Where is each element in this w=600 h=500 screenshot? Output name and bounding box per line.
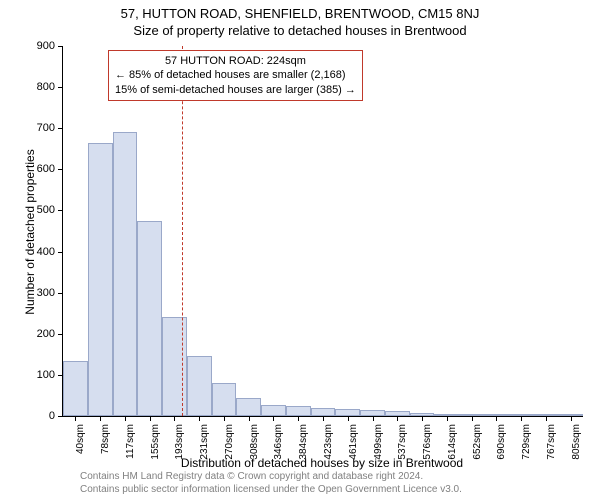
x-tick-mark	[249, 416, 250, 421]
y-tick-mark	[58, 416, 63, 417]
page-title: 57, HUTTON ROAD, SHENFIELD, BRENTWOOD, C…	[0, 0, 600, 21]
x-tick-mark	[373, 416, 374, 421]
histogram-bar	[113, 132, 138, 416]
callout-line-2: ← 85% of detached houses are smaller (2,…	[115, 68, 356, 82]
x-axis-label: Distribution of detached houses by size …	[62, 456, 582, 470]
plot-area: 57 HUTTON ROAD: 224sqm ← 85% of detached…	[62, 46, 583, 417]
reference-line	[182, 46, 183, 416]
footer-text: Contains HM Land Registry data © Crown c…	[80, 470, 462, 496]
y-tick-label: 100	[25, 369, 55, 381]
x-tick-mark	[571, 416, 572, 421]
callout-box: 57 HUTTON ROAD: 224sqm ← 85% of detached…	[108, 50, 363, 101]
y-tick-label: 0	[25, 410, 55, 422]
y-tick-mark	[58, 293, 63, 294]
callout-line-3: 15% of semi-detached houses are larger (…	[115, 83, 356, 97]
footer-line-2: Contains public sector information licen…	[80, 483, 462, 496]
x-tick-mark	[397, 416, 398, 421]
x-tick-mark	[75, 416, 76, 421]
x-tick-mark	[447, 416, 448, 421]
chart-container: 57, HUTTON ROAD, SHENFIELD, BRENTWOOD, C…	[0, 0, 600, 500]
y-tick-label: 800	[25, 81, 55, 93]
callout-line-1: 57 HUTTON ROAD: 224sqm	[115, 54, 356, 68]
histogram-bar	[311, 408, 336, 416]
histogram-bar	[261, 405, 286, 417]
x-tick-mark	[323, 416, 324, 421]
x-tick-mark	[298, 416, 299, 421]
y-tick-mark	[58, 87, 63, 88]
y-tick-mark	[58, 375, 63, 376]
footer-line-1: Contains HM Land Registry data © Crown c…	[80, 470, 462, 483]
y-tick-mark	[58, 334, 63, 335]
histogram-bar	[63, 361, 88, 417]
x-tick-mark	[174, 416, 175, 421]
y-tick-mark	[58, 128, 63, 129]
y-tick-label: 900	[25, 40, 55, 52]
histogram-bar	[88, 143, 113, 416]
x-tick-mark	[199, 416, 200, 421]
x-tick-mark	[224, 416, 225, 421]
histogram-bar	[212, 383, 237, 416]
y-tick-mark	[58, 169, 63, 170]
x-tick-mark	[150, 416, 151, 421]
y-tick-mark	[58, 210, 63, 211]
x-tick-mark	[100, 416, 101, 421]
x-tick-mark	[472, 416, 473, 421]
x-tick-mark	[125, 416, 126, 421]
histogram-bar	[335, 409, 360, 416]
x-tick-mark	[496, 416, 497, 421]
x-tick-mark	[273, 416, 274, 421]
y-tick-mark	[58, 252, 63, 253]
page-subtitle: Size of property relative to detached ho…	[0, 21, 600, 38]
y-axis-label: Number of detached properties	[23, 132, 37, 332]
x-tick-mark	[422, 416, 423, 421]
x-tick-mark	[348, 416, 349, 421]
y-tick-mark	[58, 46, 63, 47]
histogram-bar	[236, 398, 261, 417]
histogram-bar	[137, 221, 162, 416]
histogram-bar	[162, 317, 187, 416]
histogram-bar	[286, 406, 311, 416]
x-tick-mark	[521, 416, 522, 421]
x-tick-mark	[546, 416, 547, 421]
histogram-bar	[187, 356, 212, 416]
